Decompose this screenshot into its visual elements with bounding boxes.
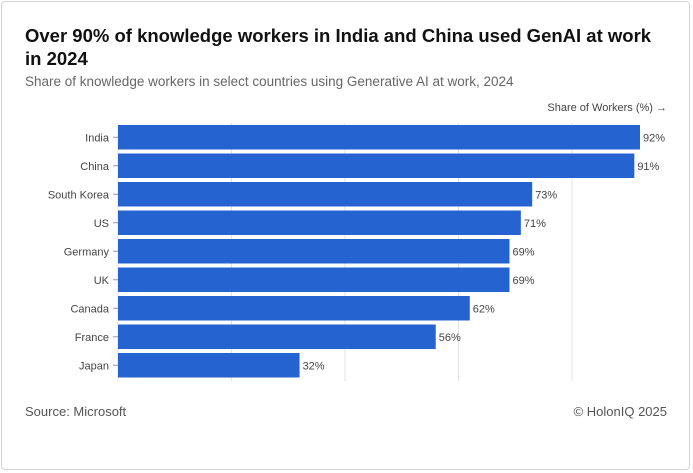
bars <box>118 125 640 378</box>
value-label: 32% <box>303 360 325 372</box>
value-label: 92% <box>643 132 665 144</box>
category-label: Canada <box>70 303 109 315</box>
bar-france[interactable] <box>118 324 436 350</box>
value-label: 69% <box>513 275 535 287</box>
bar-south-korea[interactable] <box>118 182 533 207</box>
category-label: Germany <box>64 246 110 258</box>
bar-china[interactable] <box>118 153 635 179</box>
chart-title: Over 90% of knowledge workers in India a… <box>25 25 652 69</box>
category-label: China <box>80 161 110 173</box>
category-label: UK <box>94 275 110 287</box>
category-label: France <box>75 332 109 344</box>
bar-germany[interactable] <box>118 239 510 264</box>
source-note: Source: Microsoft <box>25 404 127 419</box>
category-label: Japan <box>79 360 109 372</box>
category-label: US <box>94 218 109 230</box>
bar-uk[interactable] <box>118 267 510 293</box>
x-axis-label: Share of Workers (%) → <box>547 102 667 114</box>
value-label: 56% <box>439 332 461 344</box>
chart-subtitle: Share of knowledge workers in select cou… <box>25 74 514 89</box>
bar-japan[interactable] <box>118 353 300 378</box>
value-label: 62% <box>473 303 495 315</box>
labels: India 92% China 91% South Korea 73% US 71% Germa… <box>48 132 665 372</box>
bar-us[interactable] <box>118 210 521 236</box>
value-label: 69% <box>513 246 535 258</box>
bar-canada[interactable] <box>118 296 470 321</box>
value-label: 73% <box>535 189 557 201</box>
category-label: South Korea <box>48 189 110 201</box>
bar-india[interactable] <box>118 125 640 150</box>
copyright-note: © HolonIQ 2025 <box>573 404 667 419</box>
value-label: 91% <box>637 161 659 173</box>
value-label: 71% <box>524 218 546 230</box>
category-label: India <box>85 132 110 144</box>
